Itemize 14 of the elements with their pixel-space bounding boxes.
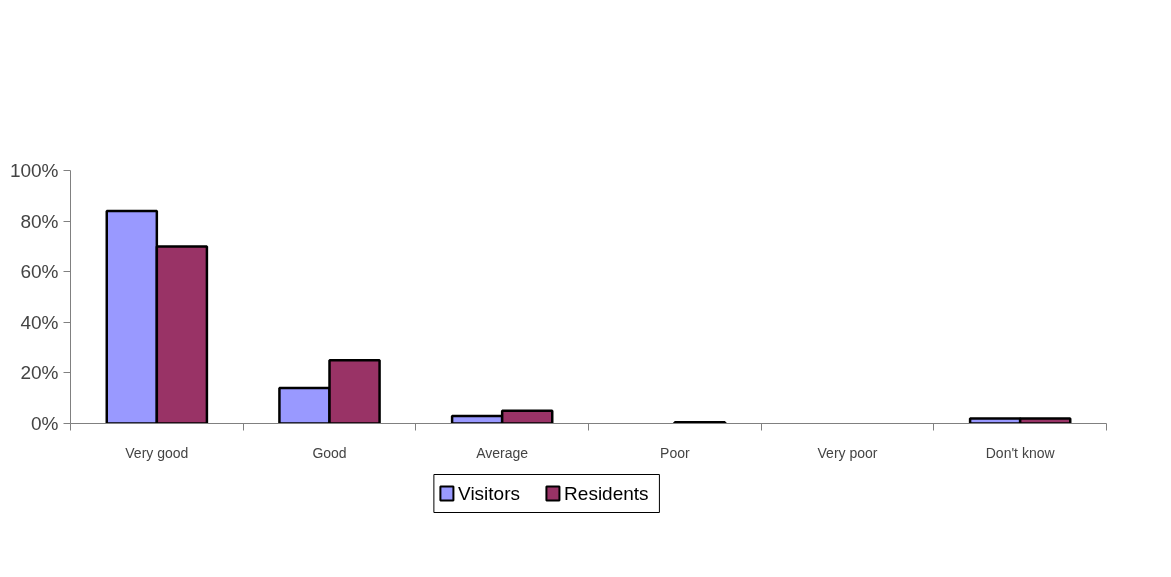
x-tick-label: Very good <box>125 444 189 461</box>
x-tick-label: Very poor <box>817 444 878 461</box>
x-tick-label: Average <box>476 444 529 461</box>
x-tick-label: Good <box>312 444 347 461</box>
y-tick-label: 80% <box>20 210 59 232</box>
y-tick-label: 40% <box>20 311 59 333</box>
x-tick-label: Don't know <box>985 444 1056 461</box>
y-tick-label: 100% <box>9 160 59 181</box>
y-tick-label: 20% <box>20 362 59 384</box>
x-tick-label: Poor <box>660 444 690 461</box>
y-tick-label: 60% <box>20 261 59 283</box>
legend-label: Residents <box>564 483 649 504</box>
y-tick-label: 0% <box>31 413 59 434</box>
legend-label: Visitors <box>458 483 521 504</box>
